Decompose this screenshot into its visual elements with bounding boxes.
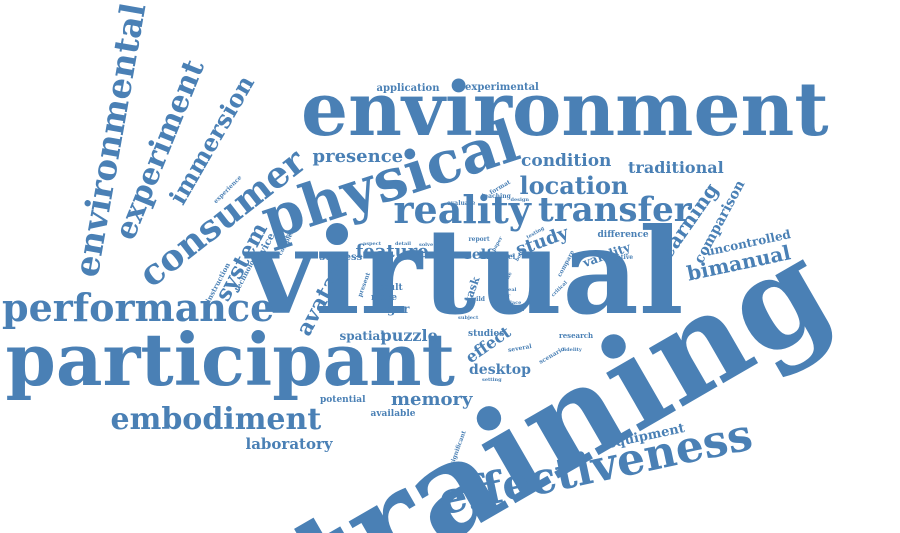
- word-aspect: aspect: [363, 240, 382, 247]
- word-difference: difference: [597, 229, 649, 240]
- word-reality: reality: [393, 187, 531, 232]
- word-detail: detail: [395, 240, 412, 247]
- word-wild: wild: [471, 296, 485, 303]
- word-real: real: [505, 286, 517, 293]
- word-participant: participant: [5, 317, 455, 402]
- word-experimental: experimental: [465, 82, 539, 93]
- word-design: design: [510, 196, 530, 203]
- word-transfer: transfer: [538, 190, 692, 230]
- word-embodiment: embodiment: [110, 402, 322, 437]
- word-teaching: teaching: [481, 193, 511, 200]
- word-available: available: [370, 408, 416, 419]
- word-level: level: [497, 251, 516, 261]
- word-potential: potential: [320, 394, 366, 405]
- word-application: application: [376, 83, 440, 94]
- word-result: result: [373, 282, 403, 293]
- word-self: self: [464, 247, 493, 263]
- word-environment: environment: [301, 67, 829, 153]
- word-solve: solve: [419, 241, 434, 248]
- word-several: several: [507, 342, 533, 355]
- word-desktop: desktop: [469, 362, 531, 378]
- word-virtual: virtual: [246, 202, 684, 341]
- word-performance: performance: [2, 285, 275, 330]
- word-feature: feature: [355, 241, 429, 262]
- word-puzzle: puzzle: [380, 326, 438, 345]
- word-presence: presence: [312, 146, 404, 167]
- word-user: user: [498, 292, 511, 299]
- word-place: place: [506, 299, 522, 306]
- word-two: two: [504, 252, 514, 259]
- word-more: more: [371, 292, 397, 303]
- word-location: location: [519, 171, 629, 200]
- word-report: report: [468, 236, 490, 243]
- word-setting: setting: [482, 376, 502, 383]
- word-thesis: thesis: [507, 306, 525, 313]
- word-traditional: traditional: [628, 158, 724, 177]
- word-subject: subject: [458, 314, 479, 321]
- word-singer: singer: [367, 302, 410, 316]
- word-studies: studies: [468, 328, 505, 339]
- word-evaluate: evaluate: [447, 200, 476, 207]
- word-condition: condition: [521, 150, 612, 171]
- word-fidelity: fidelity: [562, 346, 582, 353]
- word-research: research: [559, 330, 594, 340]
- word-spatial: spatial: [339, 329, 385, 343]
- word-memory: memory: [391, 389, 473, 410]
- word-laboratory: laboratory: [245, 434, 333, 453]
- word-success: success: [319, 252, 363, 263]
- word-negative: negative: [604, 254, 634, 261]
